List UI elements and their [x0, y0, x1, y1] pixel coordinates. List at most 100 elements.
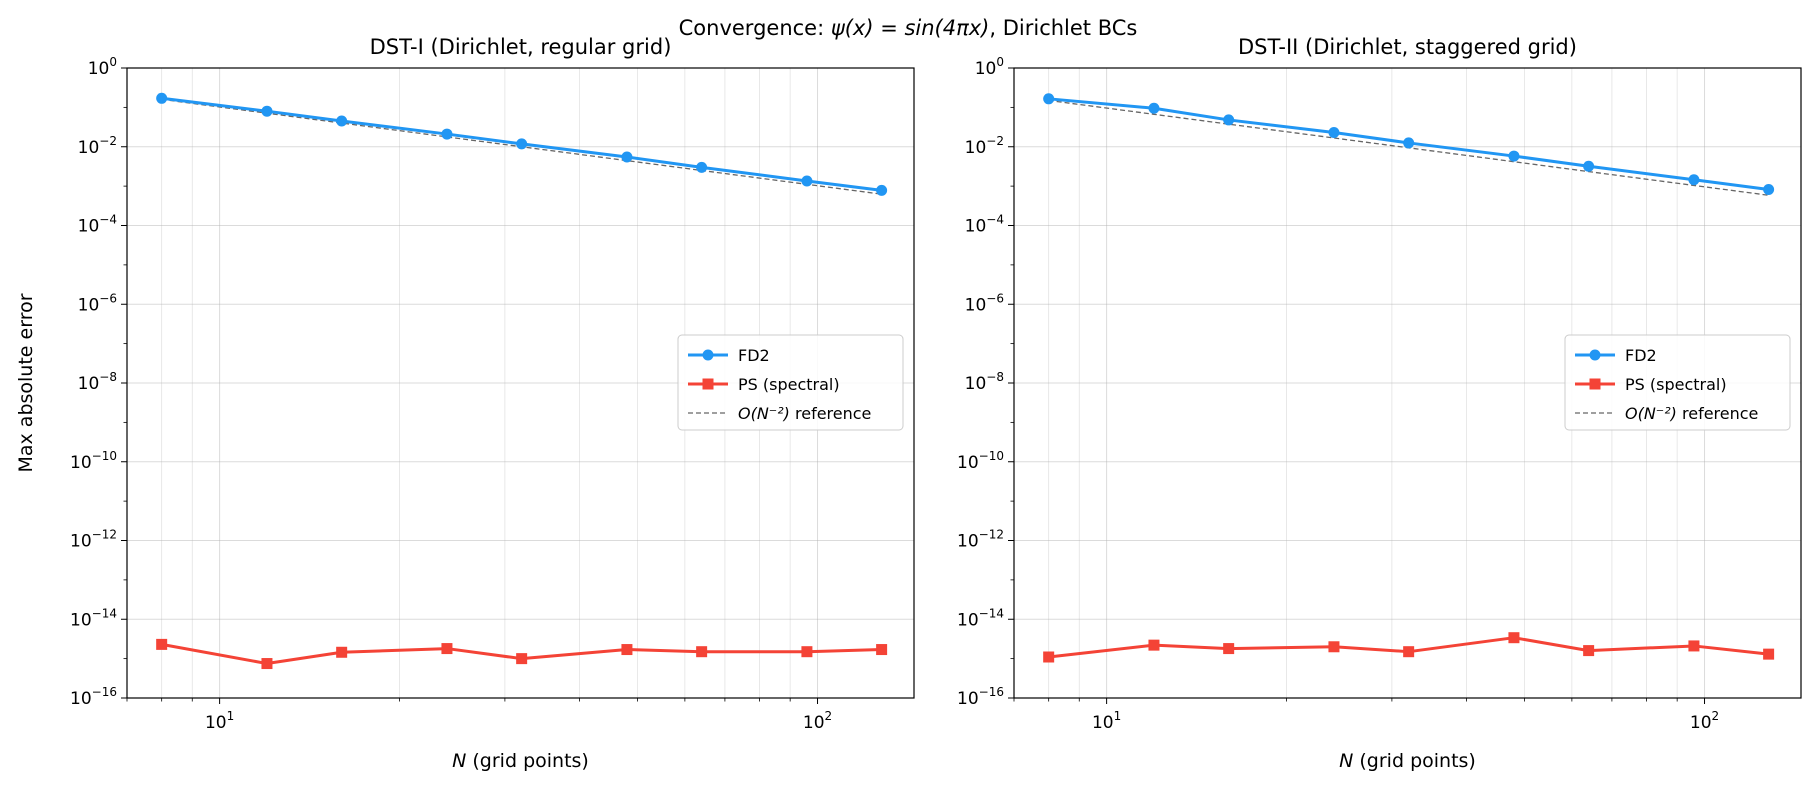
y-tick-exponent: −8 — [99, 370, 117, 384]
y-tick-exponent: −6 — [986, 291, 1004, 305]
x-tick-label: 102 — [803, 709, 832, 733]
y-tick-label: 10−10 — [70, 449, 117, 473]
y-tick-label: 100 — [975, 55, 1004, 79]
y-tick-label: 10−14 — [957, 606, 1004, 630]
x-tick-label: 101 — [205, 709, 234, 733]
legend-swatch-marker — [702, 349, 714, 361]
data-point — [876, 644, 888, 656]
legend-box — [1564, 334, 1791, 431]
y-tick-exponent: 0 — [996, 55, 1004, 69]
x-tick-exponent: 2 — [1712, 709, 1720, 723]
legend-entry: O(N⁻²) reference — [1575, 404, 1758, 423]
axes-frame — [126, 67, 915, 699]
y-tick-label: 10−6 — [965, 291, 1004, 315]
x-tick-base: 10 — [1092, 713, 1114, 733]
y-tick-label: 10−6 — [78, 291, 117, 315]
y-tick-base: 10 — [88, 59, 110, 79]
y-tick-label: 10−4 — [965, 213, 1004, 237]
y-tick-base: 10 — [965, 217, 987, 237]
legend-label: PS (spectral) — [738, 375, 840, 394]
legend-label: O(N⁻²) reference — [738, 404, 871, 423]
data-point — [1043, 651, 1055, 663]
y-tick-label: 10−12 — [957, 528, 1004, 552]
y-tick-exponent: −4 — [986, 213, 1004, 227]
y-tick-label: 10−2 — [78, 134, 117, 158]
data-point — [696, 161, 708, 173]
y-tick-base: 10 — [70, 610, 92, 630]
legend: FD2 PS (spectral) O(N⁻²) reference — [1564, 334, 1791, 431]
y-tick-label: 10−8 — [78, 370, 117, 394]
x-axis-label-rest: (grid points) — [1353, 750, 1475, 772]
legend-entry: PS (spectral) — [1575, 375, 1727, 394]
y-tick-base: 10 — [78, 138, 100, 158]
data-point — [1043, 93, 1055, 105]
y-tick-base: 10 — [957, 689, 979, 709]
y-tick-exponent: −14 — [979, 606, 1004, 620]
legend-entry: FD2 — [1575, 346, 1657, 365]
figure-suptitle: Convergence: ψ(x) = sin(4πx), Dirichlet … — [679, 16, 1138, 40]
y-tick-base: 10 — [975, 59, 997, 79]
data-point — [696, 646, 708, 658]
y-tick-exponent: −16 — [979, 685, 1004, 699]
y-tick-base: 10 — [70, 453, 92, 473]
legend-label-math: O(N⁻²) — [1625, 404, 1677, 423]
y-tick-label: 10−16 — [957, 685, 1004, 709]
y-tick-base: 10 — [70, 532, 92, 552]
y-tick-label: 10−8 — [965, 370, 1004, 394]
legend-entry: PS (spectral) — [688, 375, 840, 394]
y-tick-exponent: 0 — [109, 55, 117, 69]
data-point — [621, 151, 633, 163]
x-tick-base: 10 — [1690, 713, 1712, 733]
x-axis-label-rest: (grid points) — [466, 750, 588, 772]
x-tick-exponent: 1 — [227, 709, 235, 723]
y-tick-exponent: −2 — [986, 134, 1004, 148]
legend-entry: O(N⁻²) reference — [688, 404, 871, 423]
legend-entry: FD2 — [688, 346, 770, 365]
data-point — [876, 184, 888, 196]
y-tick-exponent: −4 — [99, 213, 117, 227]
data-point — [1583, 160, 1595, 172]
y-tick-label: 10−2 — [965, 134, 1004, 158]
y-tick-label: 10−10 — [957, 449, 1004, 473]
data-point — [1148, 102, 1160, 114]
data-point — [1508, 150, 1520, 162]
axis-ticks: 10010−210−410−610−810−1010−1210−1410−161… — [957, 55, 1719, 733]
axes-frame — [1013, 67, 1802, 699]
data-point — [1328, 127, 1340, 139]
y-tick-base: 10 — [965, 374, 987, 394]
data-point — [1328, 641, 1340, 653]
axis-ticks: 10010−210−410−610−810−1010−1210−1410−161… — [70, 55, 832, 733]
panel-dst-ii: 10010−210−410−610−810−1010−1210−1410−161… — [957, 35, 1802, 772]
y-tick-exponent: −14 — [92, 606, 117, 620]
y-tick-base: 10 — [965, 138, 987, 158]
y-tick-exponent: −8 — [986, 370, 1004, 384]
panel-title: DST-II (Dirichlet, staggered grid) — [1238, 35, 1577, 59]
y-tick-base: 10 — [78, 374, 100, 394]
y-tick-base: 10 — [957, 453, 979, 473]
x-axis-label: N (grid points) — [452, 750, 589, 772]
data-point — [1688, 174, 1700, 186]
series-ps-spectral — [1043, 632, 1775, 663]
legend-label: PS (spectral) — [1625, 375, 1727, 394]
x-tick-base: 10 — [205, 713, 227, 733]
y-tick-base: 10 — [957, 610, 979, 630]
suptitle-prefix: Convergence: — [679, 16, 831, 40]
y-axis-label: Max absolute error — [15, 293, 37, 472]
x-tick-exponent: 1 — [1114, 709, 1122, 723]
y-tick-label: 100 — [88, 55, 117, 79]
y-tick-label: 10−4 — [78, 213, 117, 237]
data-point — [441, 643, 453, 655]
legend-label: O(N⁻²) reference — [1625, 404, 1758, 423]
y-tick-base: 10 — [78, 295, 100, 315]
data-point — [156, 92, 168, 104]
data-point — [1508, 632, 1520, 644]
legend-swatch-marker — [1589, 378, 1601, 390]
y-tick-base: 10 — [70, 689, 92, 709]
legend-label-name: reference — [795, 404, 871, 423]
data-point — [261, 105, 273, 117]
data-point — [336, 646, 348, 658]
y-tick-base: 10 — [78, 217, 100, 237]
y-tick-label: 10−16 — [70, 685, 117, 709]
data-point — [261, 658, 273, 670]
